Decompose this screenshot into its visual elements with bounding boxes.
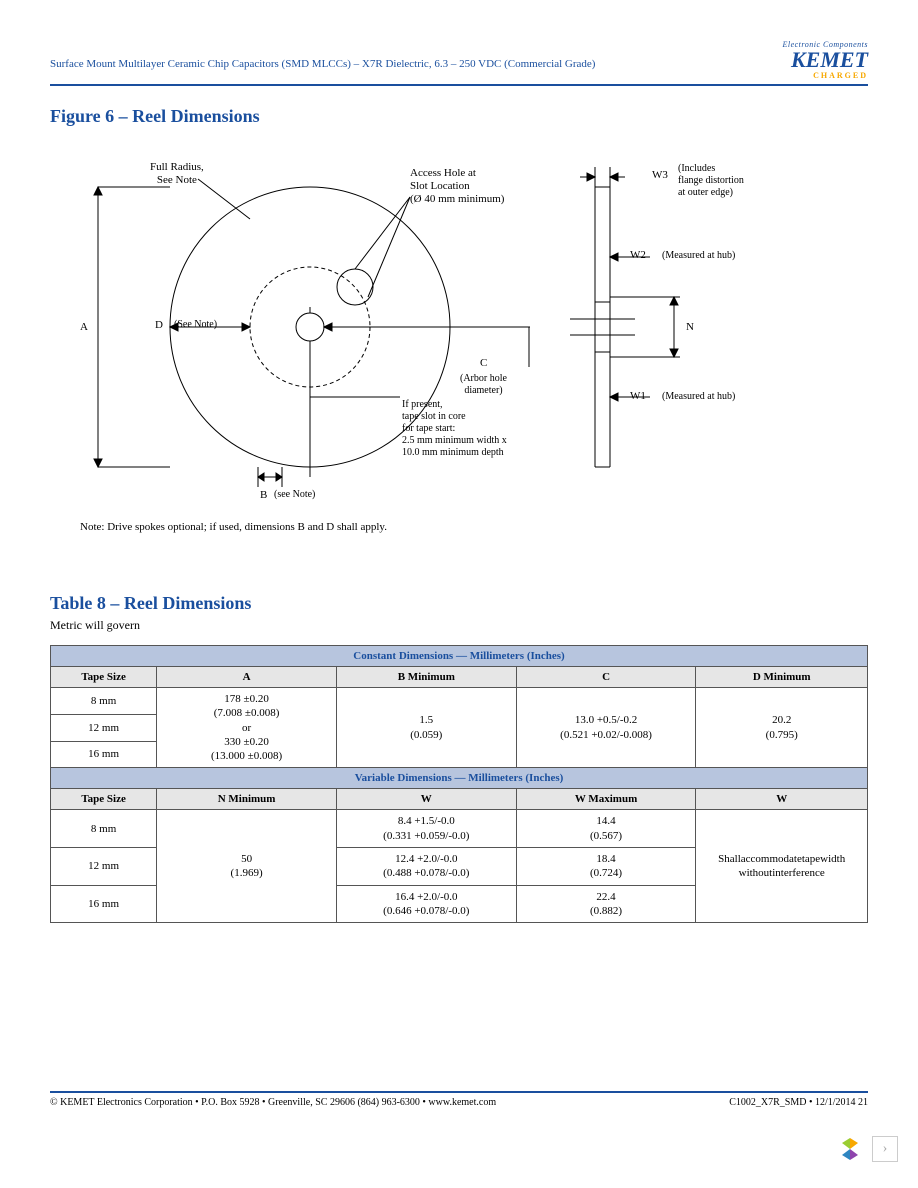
col2-Wlast: W — [696, 789, 868, 810]
s2r1-tape: 8 mm — [51, 810, 157, 848]
figure-note: Note: Drive spokes optional; if used, di… — [80, 521, 868, 533]
next-page-button[interactable]: › — [872, 1136, 898, 1162]
table-title: Table 8 – Reel Dimensions — [50, 593, 868, 614]
table-subcaption: Metric will govern — [50, 618, 868, 633]
section2-header: Variable Dimensions — Millimeters (Inche… — [51, 768, 868, 789]
label-C: C — [480, 357, 487, 370]
doc-title: Surface Mount Multilayer Ceramic Chip Ca… — [50, 58, 595, 70]
col-Dmin: D Minimum — [696, 667, 868, 688]
color-swatch-icon — [836, 1135, 864, 1163]
s2r3-tape: 16 mm — [51, 885, 157, 923]
col-A: A — [157, 667, 337, 688]
label-W3: W3 — [652, 169, 668, 182]
reel-diagram: Full Radius, See Note Access Hole at Slo… — [50, 137, 868, 517]
label-full-radius: Full Radius, See Note — [150, 161, 204, 187]
s2r2-W: 12.4 +2.0/-0.0 (0.488 +0.078/-0.0) — [336, 848, 516, 886]
r-A: 178 ±0.20 (7.008 ±0.008) or 330 ±0.20 (1… — [157, 688, 337, 768]
r3-tape: 16 mm — [51, 741, 157, 768]
s2r1-Wmax: 14.4 (0.567) — [516, 810, 696, 848]
s2r1-W: 8.4 +1.5/-0.0 (0.331 +0.059/-0.0) — [336, 810, 516, 848]
label-B-note: (see Note) — [274, 489, 315, 501]
label-W3-note: (Includes flange distortion at outer edg… — [678, 163, 744, 199]
label-D-note: (See Note) — [174, 319, 217, 331]
s2-Wnote: Shallaccommodatetapewidth withoutinterfe… — [696, 810, 868, 923]
r2-tape: 12 mm — [51, 714, 157, 741]
r-D: 20.2 (0.795) — [696, 688, 868, 768]
figure-title: Figure 6 – Reel Dimensions — [50, 106, 868, 127]
kemet-logo: Electronic Components KEMET CHARGED — [782, 40, 868, 80]
col2-tape-size: Tape Size — [51, 789, 157, 810]
label-tape-slot: If present, tape slot in core for tape s… — [402, 399, 507, 459]
r-C: 13.0 +0.5/-0.2 (0.521 +0.02/-0.008) — [516, 688, 696, 768]
col2-Wmax: W Maximum — [516, 789, 696, 810]
logo-text: KEMET — [782, 49, 868, 71]
label-W2-note: (Measured at hub) — [662, 250, 735, 262]
label-W2: W2 — [630, 249, 646, 262]
r1-tape: 8 mm — [51, 688, 157, 715]
col-tape-size: Tape Size — [51, 667, 157, 688]
label-D: D — [155, 319, 163, 332]
label-W1-note: (Measured at hub) — [662, 391, 735, 403]
s2r2-tape: 12 mm — [51, 848, 157, 886]
page-header: Surface Mount Multilayer Ceramic Chip Ca… — [50, 40, 868, 86]
label-W1: W1 — [630, 390, 646, 403]
label-C-note: (Arbor hole diameter) — [460, 373, 507, 397]
footer-left: © KEMET Electronics Corporation • P.O. B… — [50, 1097, 496, 1108]
col2-Nmin: N Minimum — [157, 789, 337, 810]
label-N: N — [686, 321, 694, 334]
col-C: C — [516, 667, 696, 688]
label-access-hole: Access Hole at Slot Location (Ø 40 mm mi… — [410, 167, 504, 207]
chevron-right-icon: › — [883, 1141, 888, 1157]
s2-N: 50 (1.969) — [157, 810, 337, 923]
s2r2-Wmax: 18.4 (0.724) — [516, 848, 696, 886]
section1-header: Constant Dimensions — Millimeters (Inche… — [51, 646, 868, 667]
label-B: B — [260, 489, 267, 502]
logo-sub: CHARGED — [782, 71, 868, 80]
col-Bmin: B Minimum — [336, 667, 516, 688]
reel-dimensions-table: Constant Dimensions — Millimeters (Inche… — [50, 645, 868, 923]
col2-W: W — [336, 789, 516, 810]
footer-right: C1002_X7R_SMD • 12/1/2014 21 — [729, 1097, 868, 1108]
label-A: A — [80, 321, 88, 334]
s2r3-Wmax: 22.4 (0.882) — [516, 885, 696, 923]
page-footer: © KEMET Electronics Corporation • P.O. B… — [50, 1091, 868, 1108]
page-nav-corner: › — [836, 1135, 898, 1163]
r-B: 1.5 (0.059) — [336, 688, 516, 768]
s2r3-W: 16.4 +2.0/-0.0 (0.646 +0.078/-0.0) — [336, 885, 516, 923]
